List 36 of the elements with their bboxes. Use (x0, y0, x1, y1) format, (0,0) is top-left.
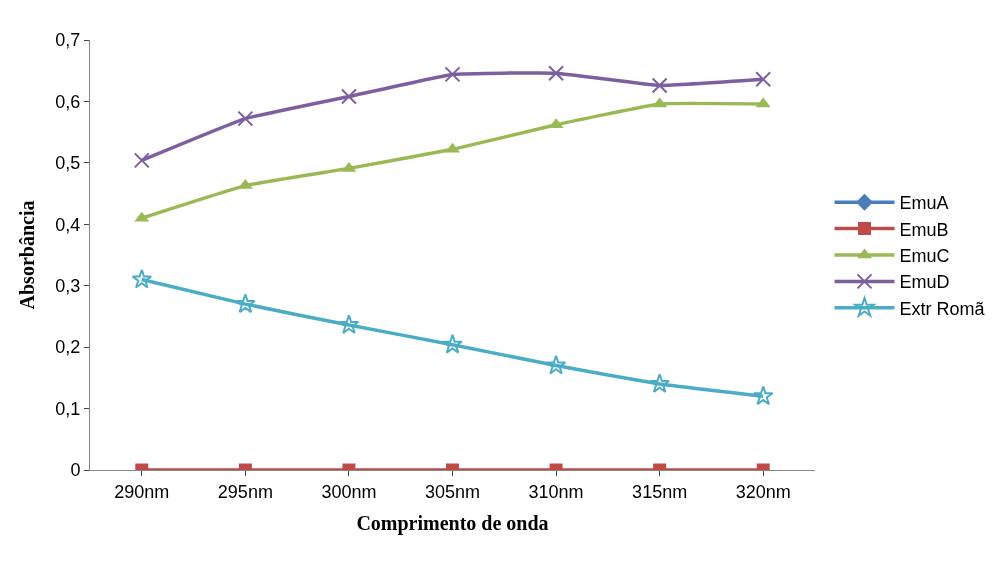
point (338, 314, 360, 334)
x-tick-label: 300nm (321, 481, 377, 502)
legend-label: EmuA (899, 193, 949, 214)
y-tick-label: 0,1 (55, 398, 81, 419)
point (548, 65, 565, 82)
x-tick-label: 290nm (114, 481, 170, 502)
point (649, 373, 670, 393)
x-tick-label: 320nm (735, 481, 791, 502)
point (237, 110, 254, 127)
y-tick-label: 0,3 (55, 276, 81, 297)
legend-label: EmuB (899, 219, 949, 240)
y-axis-title: Absorbância (15, 200, 38, 310)
point (755, 71, 772, 88)
legend-label: Extr Romã (899, 298, 986, 319)
point (340, 88, 357, 105)
x-tick-label: 315nm (632, 481, 688, 502)
y-tick-label: 0,4 (55, 214, 81, 235)
point (235, 293, 256, 314)
y-tick-label: 0 (70, 460, 81, 481)
point (752, 385, 774, 406)
point (545, 354, 567, 375)
x-tick-label: 310nm (528, 481, 584, 502)
y-tick-label: 0,5 (55, 153, 81, 174)
y-tick-label: 0,2 (55, 337, 81, 358)
legend-label: EmuC (899, 246, 950, 267)
point (651, 77, 668, 94)
x-axis-title: Comprimento de onda (356, 512, 549, 536)
point (133, 152, 150, 169)
x-tick-label: 305nm (424, 481, 481, 502)
x-tick-label: 295nm (217, 481, 273, 502)
y-tick-label: 0,7 (55, 30, 81, 51)
point (131, 268, 153, 289)
point (444, 66, 461, 83)
y-tick-label: 0,6 (55, 91, 81, 112)
point (442, 333, 463, 354)
legend-label: EmuD (899, 272, 950, 293)
